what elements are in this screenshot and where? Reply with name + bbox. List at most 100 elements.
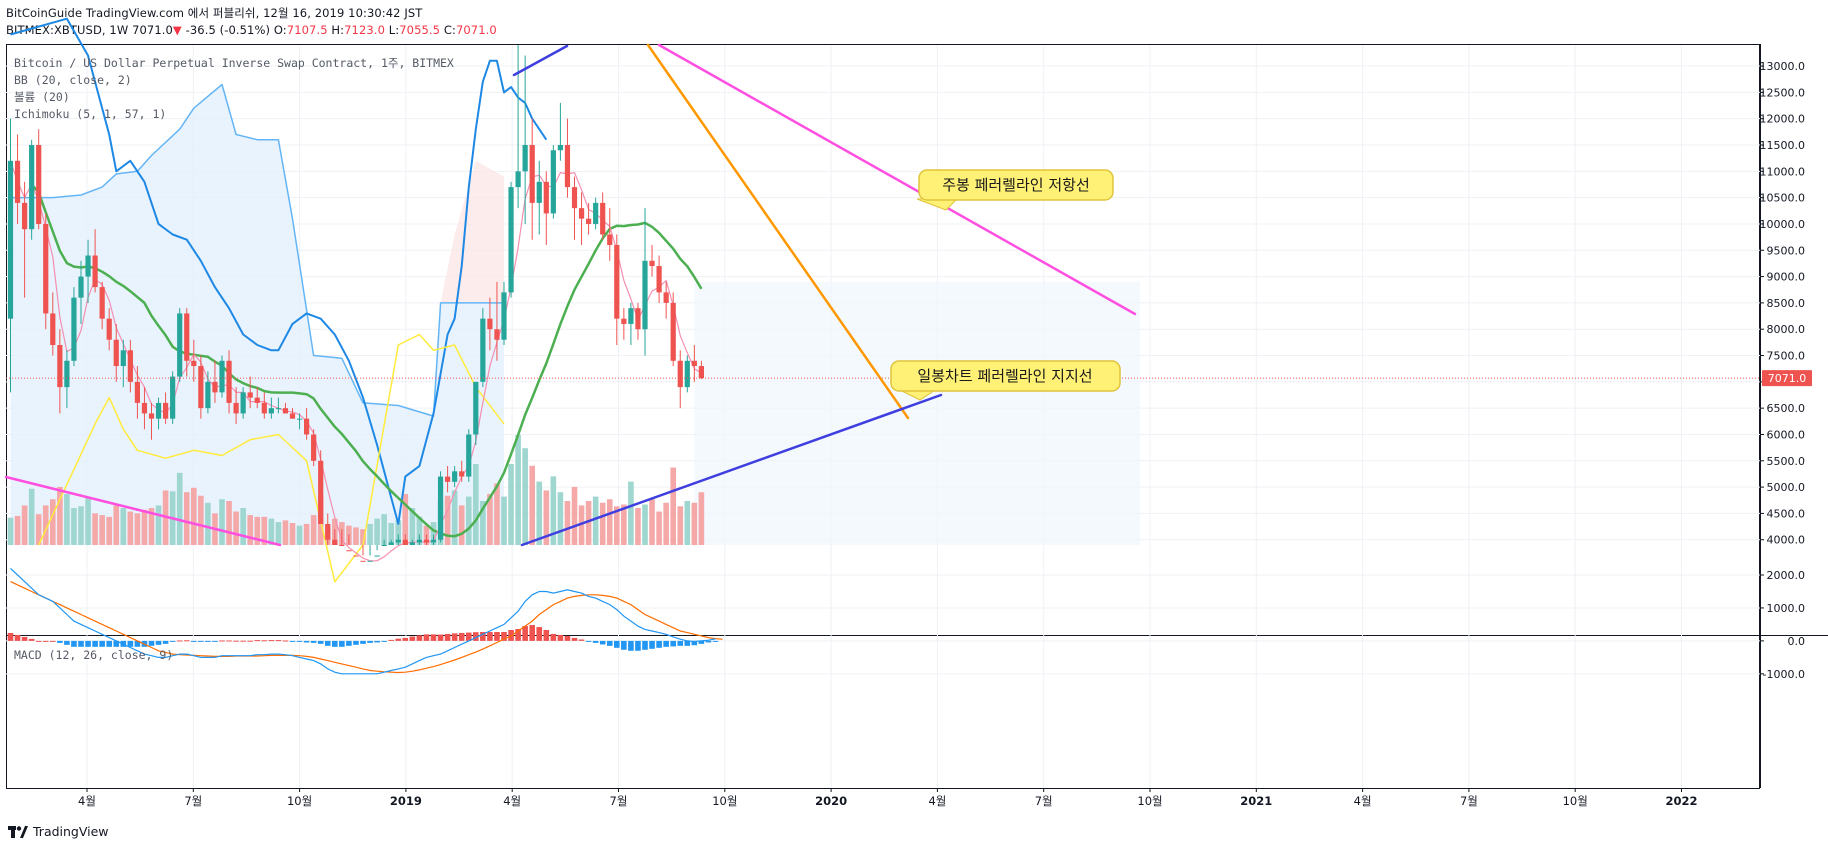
- volume-bar: [92, 513, 98, 545]
- volume-bar: [21, 505, 28, 545]
- time-tick-label: 7월: [1035, 794, 1053, 808]
- macd-histogram-bar: [134, 640, 141, 647]
- macd-histogram-bar: [416, 635, 423, 641]
- volume-bar: [494, 483, 500, 545]
- candle-body: [522, 145, 528, 172]
- volume-bar: [599, 502, 606, 545]
- resistance-line-lower: [4, 475, 282, 547]
- candle-body: [212, 381, 218, 393]
- candle-body: [85, 255, 91, 277]
- price-tick-label: 5500.0: [1767, 455, 1806, 468]
- o-value: 7107.5: [286, 23, 328, 37]
- candle-body: [543, 181, 549, 214]
- volume-bar: [198, 495, 204, 545]
- candle-body: [318, 460, 324, 524]
- symbol-label: BITMEX:XBTUSD, 1W 7071.0: [6, 23, 173, 37]
- macd-histogram-bar: [148, 640, 155, 646]
- candle-body: [57, 345, 63, 388]
- volume-bar: [268, 518, 275, 545]
- macd-histogram-bar: [571, 637, 578, 641]
- macd-histogram-bar: [339, 640, 345, 647]
- volume-bar: [522, 448, 528, 545]
- volume-bar: [656, 511, 662, 545]
- macd-histogram-bar: [212, 640, 218, 642]
- candle-body: [240, 392, 246, 414]
- volume-bars: [7, 435, 705, 545]
- candlesticks[interactable]: [7, 45, 704, 562]
- macd-histogram-bar: [458, 632, 465, 641]
- macd-histogram-bar: [543, 630, 550, 641]
- candle-body: [649, 260, 655, 267]
- volume-bar: [42, 505, 49, 545]
- candle-body: [339, 545, 345, 546]
- candle-body: [473, 381, 479, 435]
- candle-body: [402, 539, 408, 545]
- price-axis[interactable]: 13000.0 12500.0 12000.0 11500.0 11000.0 10500…: [1760, 60, 1806, 547]
- candle-body: [600, 202, 606, 235]
- footer-brand[interactable]: TradingView: [8, 824, 109, 839]
- volume-bar: [254, 516, 261, 545]
- macd-histogram-bar: [564, 635, 571, 641]
- candle-body: [416, 539, 422, 543]
- macd-histogram-bar: [515, 629, 521, 641]
- macd-histogram-bar: [557, 634, 564, 641]
- candle-body: [557, 145, 563, 151]
- price-tick-label: 9000.0: [1767, 271, 1806, 284]
- price-tick-label: 10000.0: [1760, 218, 1806, 231]
- volume-bar: [691, 502, 698, 545]
- candle-body: [564, 145, 571, 188]
- candle-body: [7, 160, 14, 319]
- time-tick-label: 2020: [815, 794, 847, 808]
- candle-body: [141, 402, 148, 414]
- candle-body: [177, 313, 183, 377]
- macd-histogram-bar: [28, 638, 35, 641]
- volume-bar: [353, 527, 359, 545]
- macd-histogram-bar: [113, 640, 120, 647]
- trend-lines[interactable]: [4, 43, 1137, 547]
- macd-histogram-bar: [487, 631, 493, 641]
- annotation-resistance[interactable]: 주봉 페러렐라인 저항선: [916, 169, 1114, 211]
- volume-bar: [529, 465, 535, 545]
- candle-body: [353, 555, 359, 557]
- candle-body: [536, 181, 542, 203]
- tradingview-logo-icon: [8, 825, 28, 838]
- volume-bar: [205, 502, 211, 545]
- publish-info: BitCoinGuide TradingView.com 에서 퍼블리쉬, 12…: [6, 6, 423, 20]
- volume-bar: [99, 515, 105, 545]
- macd-histogram-bar: [317, 640, 324, 644]
- macd-histogram-bar: [85, 640, 91, 647]
- macd-histogram-bar: [423, 634, 430, 641]
- legend: Bitcoin / US Dollar Perpetual Inverse Sw…: [14, 56, 454, 662]
- macd-tick-label: 2000.0: [1767, 569, 1806, 582]
- annotation-support[interactable]: 일봉차트 페러렐라인 지지선: [890, 360, 1121, 401]
- blue-channel-line: [512, 44, 569, 77]
- volume-bar: [571, 486, 578, 545]
- macd-histogram-bar: [705, 640, 712, 643]
- candle-body: [578, 208, 585, 219]
- candle-body: [148, 413, 155, 419]
- volume-bar: [275, 522, 282, 545]
- volume-bar: [367, 523, 373, 545]
- macd-histogram-bar: [628, 640, 634, 651]
- macd-histogram-bar: [614, 640, 620, 648]
- candle-body: [99, 287, 105, 319]
- time-tick-label: 4월: [78, 794, 96, 808]
- volume-bar: [642, 504, 648, 545]
- h-label: H:: [331, 23, 345, 37]
- macd-histogram-bar: [99, 640, 105, 647]
- macd-histogram-bar: [360, 640, 366, 644]
- l-label: L:: [388, 23, 400, 37]
- candle-body: [275, 408, 281, 410]
- volume-bar: [261, 516, 268, 545]
- volume-bar: [536, 481, 543, 545]
- ichimoku-leading-span: [10, 83, 504, 417]
- time-axis[interactable]: 4월 7월 10월 2019 4월 7월 10월 2020 4월 7월 10월 2021 4월 7월 10월…: [78, 788, 1698, 808]
- volume-bar: [64, 493, 70, 545]
- macd-histogram-bar: [332, 640, 338, 647]
- macd-histogram-bar: [282, 640, 289, 642]
- candle-body: [22, 202, 28, 230]
- macd-histogram-bar: [92, 640, 98, 647]
- price-tick-label: 6000.0: [1767, 428, 1806, 441]
- candle-body: [571, 187, 578, 209]
